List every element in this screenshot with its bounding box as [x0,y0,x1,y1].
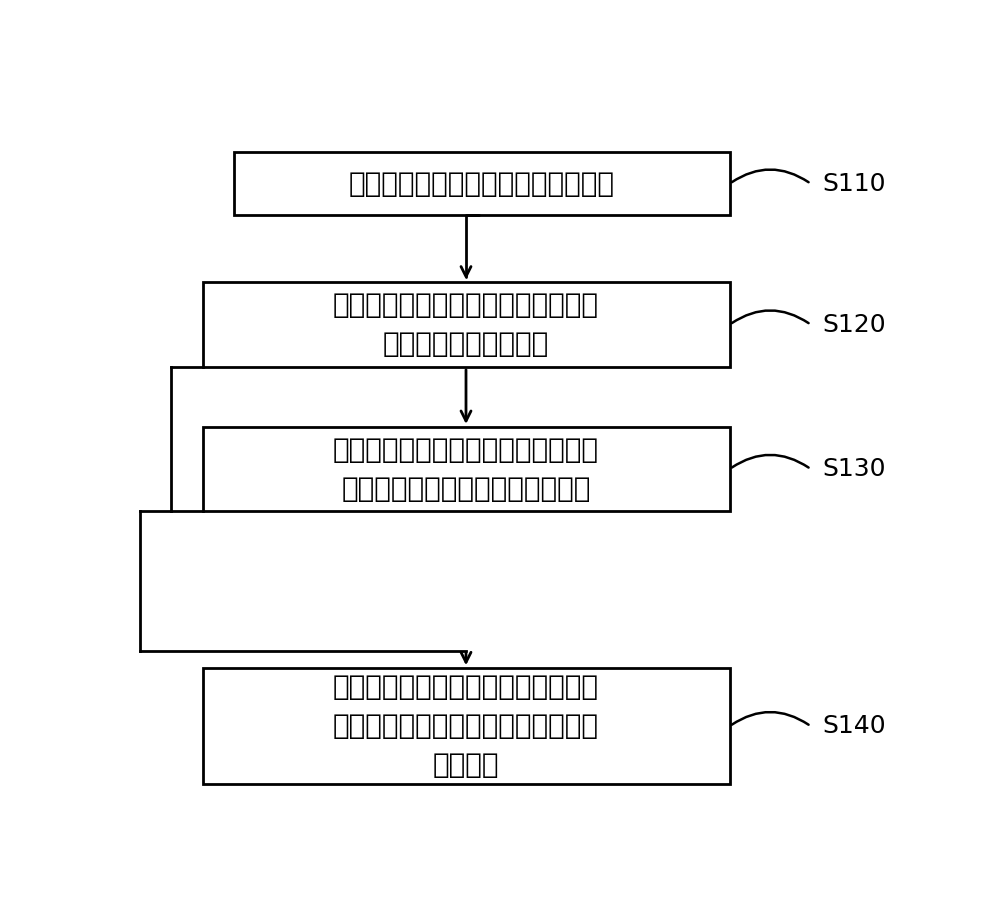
Text: S140: S140 [822,715,886,738]
Text: 接收功能接口数据和控制器接口数据: 接收功能接口数据和控制器接口数据 [349,170,614,198]
Text: S130: S130 [822,458,886,481]
Text: S110: S110 [822,172,886,196]
Bar [202,426,730,511]
Text: 控制控制器的当前接口导通，并检测
目标设备是否开启功能: 控制控制器的当前接口导通，并检测 目标设备是否开启功能 [333,291,599,358]
Text: 若目标设备的功能开启，将控制器的
当前接口与目标设备的相应功能接口
进行绑定: 若目标设备的功能开启，将控制器的 当前接口与目标设备的相应功能接口 进行绑定 [333,673,599,780]
Text: S120: S120 [822,313,886,337]
Bar [202,283,730,367]
Text: 若目标设备的功能未开启，将控制器
的下一个未绑定接口作为当前接口: 若目标设备的功能未开启，将控制器 的下一个未绑定接口作为当前接口 [333,436,599,502]
Bar [234,152,730,215]
Bar [202,668,730,784]
